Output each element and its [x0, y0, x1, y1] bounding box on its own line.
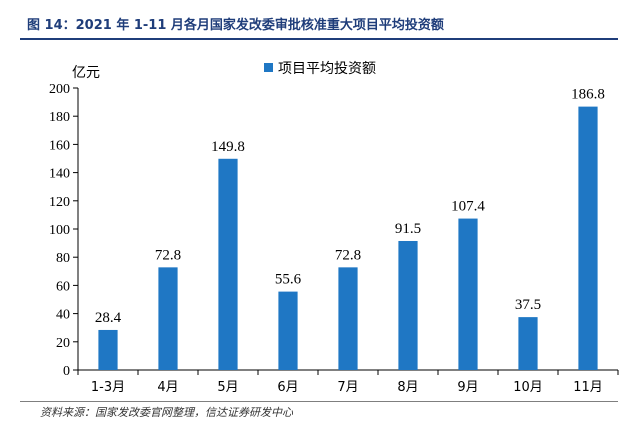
y-tick-label: 140 [49, 167, 70, 182]
bar [98, 329, 118, 370]
x-tick-label: 4月 [157, 380, 178, 395]
y-tick-label: 200 [49, 82, 70, 97]
y-tick-label: 40 [56, 308, 70, 323]
bar [338, 267, 358, 370]
data-label: 55.6 [275, 272, 302, 288]
title-rule [20, 38, 618, 40]
x-tick-label: 6月 [277, 380, 298, 395]
figure-title: 图 14：2021 年 1-11 月各月国家发改委审批核准重大项目平均投资额 [27, 18, 444, 33]
bar [578, 106, 598, 370]
y-tick-label: 0 [63, 364, 70, 379]
y-tick-label: 80 [56, 251, 70, 266]
bars [98, 106, 598, 370]
y-tick-label: 100 [49, 223, 70, 238]
bar [218, 158, 238, 370]
x-tick-label: 8月 [397, 380, 418, 395]
data-label: 149.8 [211, 139, 245, 155]
source-note: 资料来源：国家发改委官网整理，信达证券研发中心 [40, 406, 293, 419]
axes: 0 20 40 60 80 100 120 140 160 180 200 1-3月 4月 5月 6月 7月 8… [49, 82, 619, 395]
legend-swatch [264, 63, 273, 72]
data-labels: 28.4 72.8 149.8 55.6 72.8 91.5 107.4 37.5 186.8 [95, 87, 605, 326]
y-axis-unit: 亿元 [72, 65, 100, 81]
y-tick-label: 160 [49, 138, 70, 153]
x-tick-label: 11月 [573, 380, 603, 395]
y-tick-label: 180 [49, 110, 70, 125]
x-tick-label: 1-3月 [91, 380, 125, 395]
y-tick-label: 60 [56, 279, 70, 294]
data-label: 91.5 [395, 221, 421, 237]
data-label: 107.4 [451, 199, 485, 215]
bar [278, 291, 298, 370]
y-tick-label: 20 [56, 336, 70, 351]
bar [398, 240, 418, 370]
data-label: 37.5 [515, 297, 541, 313]
data-label: 186.8 [571, 87, 605, 103]
x-tick-label: 5月 [217, 380, 238, 395]
x-tick-label: 7月 [337, 380, 358, 395]
x-tick-label: 9月 [457, 380, 478, 395]
bar [458, 218, 478, 370]
x-tick-label: 10月 [513, 380, 543, 395]
legend: 项目平均投资额 [264, 61, 376, 77]
bar [518, 317, 538, 370]
legend-label: 项目平均投资额 [278, 61, 376, 77]
data-label: 72.8 [155, 247, 181, 263]
data-label: 28.4 [95, 310, 122, 326]
bar [158, 267, 178, 370]
y-tick-label: 120 [49, 195, 70, 210]
footer-rule [20, 401, 618, 402]
data-label: 72.8 [335, 247, 361, 263]
